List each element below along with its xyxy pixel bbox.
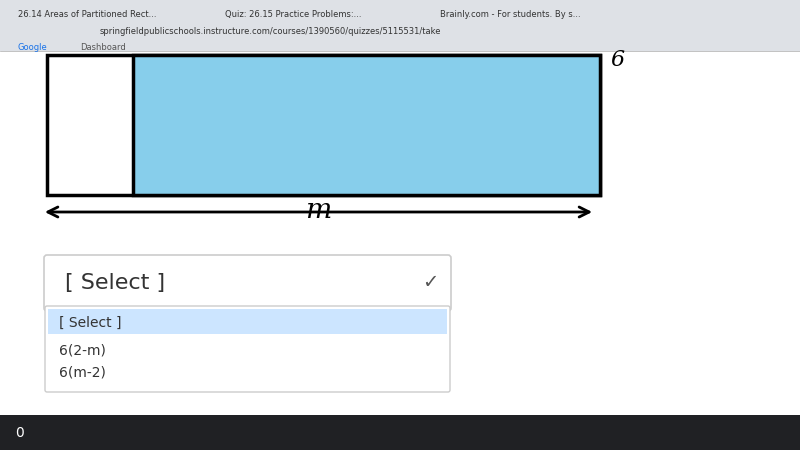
Text: 26.14 Areas of Partitioned Rect...: 26.14 Areas of Partitioned Rect...: [18, 10, 157, 19]
Bar: [0, 0, 800, 51]
Text: 6(2-m): 6(2-m): [59, 343, 106, 357]
FancyBboxPatch shape: [45, 306, 450, 392]
Bar: [0, 415, 800, 450]
Bar: [48, 309, 447, 334]
Bar: [0, 51, 800, 450]
Text: 0: 0: [15, 426, 24, 440]
Text: 6: 6: [610, 49, 624, 71]
Text: m: m: [305, 197, 331, 224]
Text: 6(m-2): 6(m-2): [59, 366, 106, 380]
Text: Dashboard: Dashboard: [80, 42, 126, 51]
Bar: [47, 55, 600, 195]
Text: ✓: ✓: [422, 274, 438, 292]
FancyBboxPatch shape: [44, 255, 451, 311]
Bar: [133, 55, 600, 195]
Text: Brainly.com - For students. By s...: Brainly.com - For students. By s...: [440, 10, 581, 19]
Text: Google: Google: [18, 42, 48, 51]
Text: Quiz: 26.15 Practice Problems:...: Quiz: 26.15 Practice Problems:...: [225, 10, 362, 19]
Text: [ Select ]: [ Select ]: [59, 316, 122, 330]
Text: springfieldpublicschools.instructure.com/courses/1390560/quizzes/5115531/take: springfieldpublicschools.instructure.com…: [100, 27, 442, 36]
Text: [ Select ]: [ Select ]: [65, 273, 165, 293]
